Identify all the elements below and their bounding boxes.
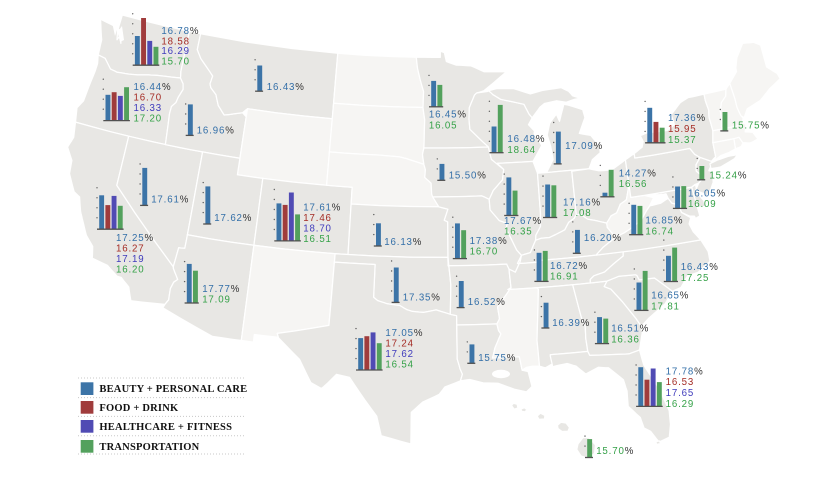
- svg-text:17.09%: 17.09%: [565, 141, 603, 152]
- svg-text:15.70: 15.70: [161, 56, 190, 67]
- svg-text:16.29: 16.29: [161, 46, 190, 57]
- svg-text:18.58: 18.58: [161, 37, 190, 48]
- svg-text:16.33: 16.33: [134, 103, 163, 114]
- svg-text:15.50%: 15.50%: [449, 170, 487, 181]
- svg-text:15.95: 15.95: [668, 124, 697, 135]
- svg-text:16.74: 16.74: [645, 227, 674, 238]
- svg-text:17.19: 17.19: [116, 254, 145, 265]
- svg-text:16.51%: 16.51%: [611, 324, 649, 335]
- svg-text:14.27%: 14.27%: [619, 169, 657, 180]
- svg-text:15.75%: 15.75%: [732, 121, 770, 132]
- svg-text:17.67%: 17.67%: [504, 216, 542, 227]
- svg-text:16.96%: 16.96%: [197, 125, 235, 136]
- svg-text:17.16%: 17.16%: [563, 197, 601, 208]
- svg-text:17.81: 17.81: [651, 302, 680, 313]
- svg-text:17.09: 17.09: [202, 295, 231, 306]
- svg-text:16.85%: 16.85%: [645, 216, 683, 227]
- svg-text:16.78%: 16.78%: [161, 26, 199, 37]
- svg-text:16.56: 16.56: [619, 179, 648, 190]
- svg-text:16.05: 16.05: [429, 120, 458, 131]
- svg-text:17.24: 17.24: [385, 338, 414, 349]
- svg-text:15.37: 15.37: [668, 135, 697, 146]
- svg-text:16.29: 16.29: [666, 399, 695, 410]
- svg-text:17.38%: 17.38%: [470, 236, 508, 247]
- svg-text:16.91: 16.91: [550, 272, 579, 283]
- svg-text:17.46: 17.46: [303, 213, 332, 224]
- svg-text:17.36%: 17.36%: [668, 113, 706, 124]
- svg-text:15.24%: 15.24%: [709, 171, 747, 182]
- svg-text:16.13%: 16.13%: [384, 237, 422, 248]
- svg-text:16.70: 16.70: [134, 93, 163, 104]
- svg-text:17.20: 17.20: [134, 114, 163, 125]
- svg-text:16.72%: 16.72%: [550, 261, 588, 272]
- svg-text:16.35: 16.35: [504, 227, 533, 238]
- svg-text:16.52%: 16.52%: [468, 297, 506, 308]
- svg-text:FOOD + DRINK: FOOD + DRINK: [99, 403, 179, 414]
- svg-text:17.25%: 17.25%: [116, 233, 154, 244]
- svg-text:15.75%: 15.75%: [478, 353, 516, 364]
- svg-text:17.62%: 17.62%: [214, 213, 252, 224]
- svg-text:16.43%: 16.43%: [681, 262, 719, 273]
- svg-text:17.08: 17.08: [563, 208, 592, 219]
- svg-text:17.61%: 17.61%: [303, 203, 341, 214]
- svg-text:16.27: 16.27: [116, 244, 145, 255]
- svg-text:16.05%: 16.05%: [688, 189, 726, 200]
- svg-text:17.62: 17.62: [385, 349, 414, 360]
- svg-text:16.54: 16.54: [385, 360, 414, 371]
- svg-text:16.53: 16.53: [666, 377, 695, 388]
- svg-text:16.39%: 16.39%: [552, 318, 590, 329]
- svg-text:17.35%: 17.35%: [403, 293, 441, 304]
- svg-text:16.20%: 16.20%: [584, 233, 622, 244]
- svg-text:17.05%: 17.05%: [385, 328, 423, 339]
- svg-text:17.78%: 17.78%: [666, 366, 704, 377]
- svg-text:17.77%: 17.77%: [202, 284, 240, 295]
- svg-text:16.48%: 16.48%: [507, 134, 545, 145]
- svg-text:17.61%: 17.61%: [151, 195, 189, 206]
- svg-text:16.36: 16.36: [611, 335, 640, 346]
- svg-text:BEAUTY + PERSONAL CARE: BEAUTY + PERSONAL CARE: [99, 384, 247, 395]
- svg-text:16.70: 16.70: [470, 247, 499, 258]
- svg-text:18.70: 18.70: [303, 224, 332, 235]
- svg-text:17.65: 17.65: [666, 388, 695, 399]
- svg-text:16.65%: 16.65%: [651, 291, 689, 302]
- svg-text:17.25: 17.25: [681, 273, 710, 284]
- svg-text:16.44%: 16.44%: [134, 82, 172, 93]
- svg-text:18.64: 18.64: [507, 145, 536, 156]
- svg-text:15.70%: 15.70%: [596, 446, 634, 457]
- svg-text:HEALTHCARE + FITNESS: HEALTHCARE + FITNESS: [99, 422, 232, 433]
- svg-text:16.51: 16.51: [303, 234, 332, 245]
- svg-text:16.43%: 16.43%: [267, 82, 305, 93]
- svg-text:16.20: 16.20: [116, 265, 145, 276]
- svg-text:16.45%: 16.45%: [429, 109, 467, 120]
- svg-text:16.09: 16.09: [688, 199, 717, 210]
- svg-text:TRANSPORTATION: TRANSPORTATION: [99, 442, 199, 453]
